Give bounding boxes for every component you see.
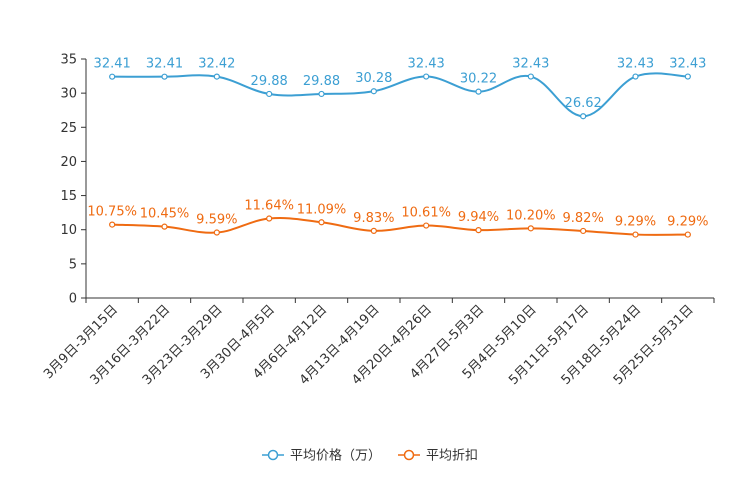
- discount-data-label: 9.82%: [563, 211, 604, 226]
- price-data-point: [266, 90, 273, 98]
- discount-data-label: 9.94%: [458, 210, 499, 225]
- price-data-point: [527, 73, 534, 80]
- discount-data-point: [318, 219, 325, 226]
- discount-data-label: 9.59%: [196, 213, 237, 228]
- discount-data-point: [161, 223, 168, 230]
- y-tick-label: 20: [60, 155, 77, 170]
- discount-data-point: [580, 227, 587, 235]
- price-data-label: 32.43: [408, 57, 445, 72]
- discount-data-point: [213, 229, 220, 236]
- discount-data-point: [475, 227, 482, 234]
- price-legend-marker: [267, 449, 279, 461]
- discount-data-label: 10.20%: [506, 208, 556, 223]
- discount-data-point: [370, 227, 377, 234]
- price-data-point: [370, 88, 377, 95]
- price-data-point: [632, 73, 639, 80]
- discount-data-point: [423, 222, 430, 229]
- price-data-label: 32.43: [512, 57, 549, 72]
- y-tick-label: 25: [60, 121, 77, 136]
- discount-data-label: 10.61%: [401, 206, 451, 221]
- y-tick-label: 30: [60, 87, 77, 102]
- discount-data-point: [632, 231, 639, 238]
- discount-data-label: 9.29%: [615, 215, 656, 230]
- discount-data-label: 9.29%: [667, 215, 708, 230]
- price-data-label: 30.22: [460, 72, 497, 87]
- discount-data-label: 10.45%: [140, 207, 190, 222]
- discount-data-point: [266, 215, 273, 222]
- price-data-point: [161, 73, 168, 80]
- price-data-point: [109, 73, 116, 80]
- price-data-point: [213, 73, 220, 80]
- price-data-label: 32.42: [198, 57, 235, 72]
- discount-data-label: 11.64%: [244, 199, 294, 214]
- price-data-point: [580, 113, 587, 120]
- price-data-point: [475, 88, 482, 95]
- discount-data-point: [684, 231, 691, 238]
- y-tick-label: 35: [60, 53, 77, 68]
- y-tick-label: 10: [60, 223, 77, 238]
- discount-series-line: [112, 217, 688, 236]
- discount-legend-label: 平均折扣: [426, 449, 478, 464]
- price-data-label: 29.88: [303, 74, 340, 89]
- discount-data-label: 9.83%: [353, 211, 394, 226]
- y-tick-label: 5: [69, 257, 77, 272]
- price-data-point: [318, 90, 325, 98]
- y-tick-label: 0: [69, 292, 77, 307]
- price-data-label: 32.41: [146, 57, 183, 72]
- price-data-point: [684, 73, 691, 80]
- price-data-label: 29.88: [251, 74, 288, 89]
- discount-data-point: [109, 221, 116, 228]
- discount-data-point: [527, 225, 534, 232]
- discount-legend-marker: [403, 449, 415, 461]
- price-data-label: 30.28: [355, 71, 392, 86]
- price-data-label: 32.43: [669, 57, 706, 72]
- price-data-label: 32.43: [617, 57, 654, 72]
- price-data-label: 32.41: [94, 57, 131, 72]
- price-data-label: 26.62: [565, 96, 602, 111]
- discount-data-label: 11.09%: [297, 202, 347, 217]
- discount-data-label: 10.75%: [87, 205, 137, 220]
- price-legend-label: 平均价格（万）: [290, 448, 381, 464]
- y-tick-label: 15: [60, 189, 77, 204]
- price-data-point: [423, 73, 430, 80]
